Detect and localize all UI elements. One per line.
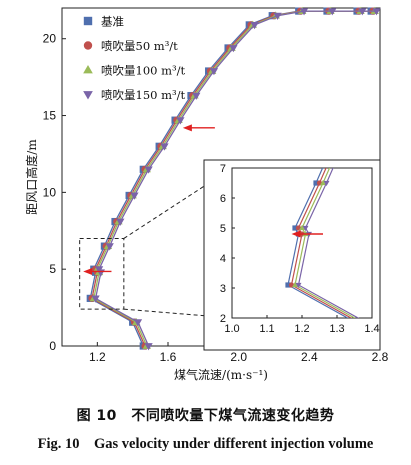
data-point — [229, 45, 238, 53]
inset-data-point — [285, 282, 291, 288]
inset-x-tick-label: 1.4 — [364, 323, 379, 335]
x-tick-label: 2.0 — [230, 350, 247, 364]
inset-data-point — [323, 180, 330, 187]
y-axis-title: 距风口高度/m — [24, 139, 39, 215]
legend-label: 喷吹量100 m³/t — [101, 64, 185, 78]
data-point — [192, 92, 201, 100]
legend-marker — [83, 16, 93, 26]
y-tick-label: 0 — [49, 339, 56, 353]
inset-y-tick-label: 6 — [220, 193, 226, 205]
inset-data-point — [299, 224, 305, 231]
legend-marker — [83, 41, 93, 50]
data-point — [116, 218, 125, 226]
x-tick-label: 1.6 — [160, 350, 177, 364]
data-point — [209, 68, 219, 76]
data-point — [358, 8, 367, 16]
y-tick-label: 20 — [43, 32, 57, 46]
inset-y-tick-label: 4 — [220, 253, 226, 265]
inset-plot: 1.0 1.1 1.2 1.3 1.4 2 3 4 5 6 7 — [203, 159, 381, 351]
y-tick-label: 5 — [49, 262, 56, 276]
data-point — [176, 117, 185, 125]
inset-outer-frame — [203, 159, 381, 351]
data-point — [130, 192, 139, 200]
inset-data-point — [292, 225, 298, 231]
legend-label: 喷吹量150 m³/t — [101, 88, 185, 102]
data-point — [299, 8, 309, 16]
inset-data-point — [292, 281, 298, 288]
legend-item-2: 喷吹量100 m³/t — [83, 64, 185, 78]
x-tick-label: 1.2 — [89, 350, 106, 364]
legend-item-1: 喷吹量50 m³/t — [83, 39, 178, 53]
data-point — [105, 243, 114, 251]
inset-data-point — [295, 282, 302, 289]
x-tick-label: 2.8 — [372, 350, 389, 364]
inset-x-tick-label: 1.2 — [294, 323, 309, 335]
legend-marker — [83, 64, 93, 74]
data-point — [372, 8, 381, 16]
figure-caption-cn: 图 10 不同喷吹量下煤气流速变化趋势 — [76, 408, 335, 424]
inset-y-tick-label: 5 — [220, 223, 226, 235]
inset-y-tick-label: 3 — [220, 283, 226, 295]
inset-data-point — [313, 180, 319, 186]
inset-data-point — [302, 225, 309, 232]
arrow-main-head — [182, 124, 192, 132]
data-point — [160, 143, 169, 151]
inset-y-tick-label: 7 — [220, 163, 226, 175]
inset-series-3 — [295, 168, 360, 318]
inset-x-tick-label: 1.3 — [329, 323, 344, 335]
legend-marker — [83, 91, 93, 100]
inset-y-tick-label: 2 — [220, 313, 226, 325]
axis-labels: 1.2 1.6 2.0 2.4 2.8 0 5 10 15 20 煤气流速/(m·s⁻¹) 距风口高度… — [24, 32, 389, 382]
data-point — [250, 22, 259, 30]
data-point — [273, 12, 282, 21]
legend-label: 基准 — [101, 15, 124, 29]
data-point — [91, 295, 100, 303]
y-tick-label: 15 — [43, 109, 57, 123]
data-point — [94, 266, 104, 274]
data-point — [144, 166, 153, 174]
trend-arrows — [83, 124, 323, 275]
x-axis-title: 煤气流速/(m·s⁻¹) — [174, 367, 268, 382]
figure-caption-en: Fig. 10 Gas velocity under different inj… — [37, 436, 374, 452]
arrow-zoom-head — [83, 267, 93, 275]
y-tick-label: 10 — [43, 185, 57, 199]
data-point — [133, 319, 143, 327]
arrow-inset-head — [291, 230, 301, 238]
inset-x-tick-label: 1.1 — [259, 323, 274, 335]
x-tick-label: 2.4 — [301, 350, 318, 364]
inset-x-tick-label: 1.0 — [224, 323, 239, 335]
data-point — [328, 8, 337, 16]
legend-item-0: 基准 — [83, 15, 124, 29]
legend-item-3: 喷吹量150 m³/t — [83, 88, 185, 102]
legend-label: 喷吹量50 m³/t — [101, 39, 178, 53]
inset-data-point — [320, 179, 326, 186]
data-point — [144, 343, 153, 351]
zoom-box — [79, 237, 125, 310]
